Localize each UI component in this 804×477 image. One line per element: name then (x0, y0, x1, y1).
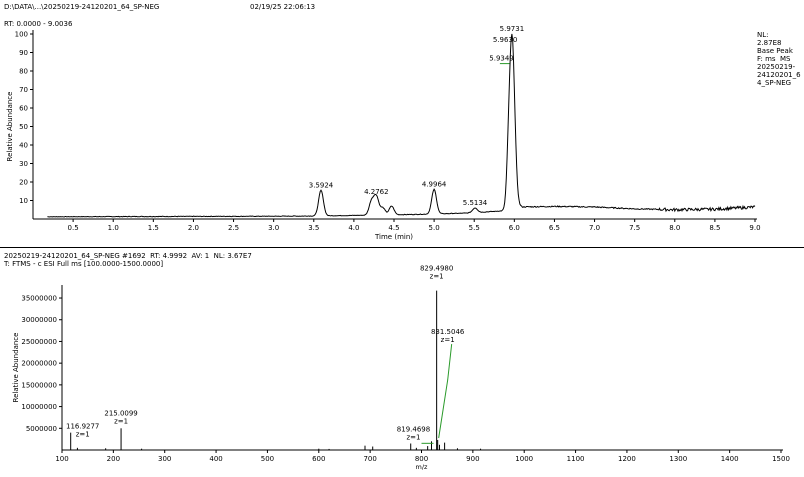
x-tick-label: 1.5 (148, 224, 159, 232)
acquisition-datetime: 02/19/25 22:06:13 (250, 3, 316, 11)
x-tick-label: 7.0 (589, 224, 600, 232)
scan-info: 20250219-24120201_64_SP-NEG #1692 RT: 4.… (4, 252, 252, 260)
y-tick-label: 10000000 (21, 403, 57, 411)
x-tick-label: 400 (209, 455, 222, 463)
x-tick-label: 700 (363, 455, 376, 463)
x-tick-label: 7.5 (629, 224, 640, 232)
x-tick-label: 200 (107, 455, 120, 463)
info-line: 20250219- (757, 63, 796, 71)
x-tick-label: 5.5 (469, 224, 480, 232)
info-line: F: ms MS (757, 55, 791, 63)
scan-filter: T: FTMS - c ESI Full ms [100.0000-1500.0… (4, 260, 164, 268)
x-tick-label: 2.5 (228, 224, 239, 232)
y-tick-label: 80 (19, 68, 28, 76)
peak-label: 5.9731 (500, 25, 525, 33)
peak-charge-label: z=1 (406, 433, 420, 441)
peak-label: 4.2762 (364, 188, 389, 196)
peak-charge-label: z=1 (76, 431, 90, 439)
y-tick-label: 5000000 (26, 425, 57, 433)
y-tick-label: 30000000 (21, 316, 57, 324)
x-tick-label: 1200 (618, 455, 636, 463)
x-tick-label: 4.5 (388, 224, 399, 232)
peak-label: 5.9630 (493, 36, 518, 44)
x-tick-label: 1500 (772, 455, 790, 463)
peak-label: 5.9349 (489, 55, 514, 63)
y-tick-label: 40 (19, 142, 28, 150)
x-tick-label: 500 (261, 455, 274, 463)
y-axis-label: Relative Abundance (6, 92, 14, 162)
chromatogram-info: NL: 2.87E8 Base Peak F: ms MS 20250219- … (757, 31, 801, 87)
y-tick-label: 15000000 (21, 381, 57, 389)
x-axis-label: m/z (416, 463, 429, 471)
x-tick-label: 2.0 (188, 224, 199, 232)
x-tick-label: 9.0 (749, 224, 760, 232)
x-tick-label: 100 (55, 455, 68, 463)
peak-charge-label: z=1 (430, 273, 444, 281)
peak-label: 4.9964 (422, 180, 447, 188)
y-tick-label: 60 (19, 105, 28, 113)
x-tick-label: 8.5 (709, 224, 720, 232)
y-tick-label: 10 (19, 197, 28, 205)
info-line: Base Peak (757, 47, 793, 55)
y-tick-label: 35000000 (21, 295, 57, 303)
y-tick-label: 20000000 (21, 360, 57, 368)
y-tick-label: 100 (15, 31, 28, 39)
y-tick-label: 30 (19, 160, 28, 168)
peak-charge-label: z=1 (114, 417, 128, 425)
y-tick-label: 70 (19, 86, 28, 94)
tic-trace (47, 33, 756, 218)
x-tick-label: 8.0 (669, 224, 680, 232)
info-line: 2.87E8 (757, 39, 782, 47)
x-tick-label: 4.0 (348, 224, 359, 232)
y-tick-label: 50 (19, 123, 28, 131)
peak-label: 3.5924 (309, 181, 334, 189)
x-tick-label: 1100 (567, 455, 585, 463)
mass-spectrum-chart: 5000000 10000000 15000000 20000000 25000000 3… (12, 265, 790, 471)
peak-label: 829.4980 (420, 265, 453, 273)
peak-label: 116.9277 (66, 423, 99, 431)
chromatogram-chart: 10 20 30 40 50 60 70 80 90 100 0.5 1.0 1.5 2.0 2.5 3.0 3… (6, 25, 761, 241)
y-tick-label: 25000000 (21, 338, 57, 346)
info-line: 4_SP-NEG (757, 79, 792, 87)
peak-label: 819.4698 (397, 425, 430, 433)
info-line: NL: (757, 31, 769, 39)
file-path: D:\DATA\...\20250219-24120201_64_SP-NEG (4, 3, 160, 11)
x-tick-label: 1300 (669, 455, 687, 463)
x-tick-label: 1.0 (108, 224, 119, 232)
x-tick-label: 1000 (515, 455, 533, 463)
y-tick-label: 90 (19, 49, 28, 57)
peak-label: 831.5046 (431, 328, 465, 336)
x-tick-label: 300 (158, 455, 171, 463)
peak-connector (438, 343, 453, 439)
x-tick-label: 3.0 (268, 224, 279, 232)
x-tick-label: 900 (466, 455, 479, 463)
x-tick-label: 600 (312, 455, 325, 463)
x-tick-label: 1400 (721, 455, 739, 463)
x-tick-label: 5.0 (429, 224, 440, 232)
x-tick-label: 800 (415, 455, 428, 463)
y-tick-label: 20 (19, 179, 28, 187)
x-tick-label: 6.5 (549, 224, 560, 232)
info-line: 24120201_6 (757, 71, 801, 79)
panel-divider (0, 247, 804, 248)
x-tick-label: 0.5 (68, 224, 79, 232)
rt-range: RT: 0.0000 - 9.0036 (4, 20, 73, 28)
peak-label: 215.0099 (104, 409, 137, 417)
x-axis-label: Time (min) (374, 233, 413, 241)
x-tick-label: 6.0 (509, 224, 520, 232)
peak-label: 5.5134 (463, 199, 488, 207)
peak-charge-label: z=1 (441, 336, 455, 344)
y-axis-label: Relative Abundance (12, 333, 20, 403)
x-tick-label: 3.5 (308, 224, 319, 232)
